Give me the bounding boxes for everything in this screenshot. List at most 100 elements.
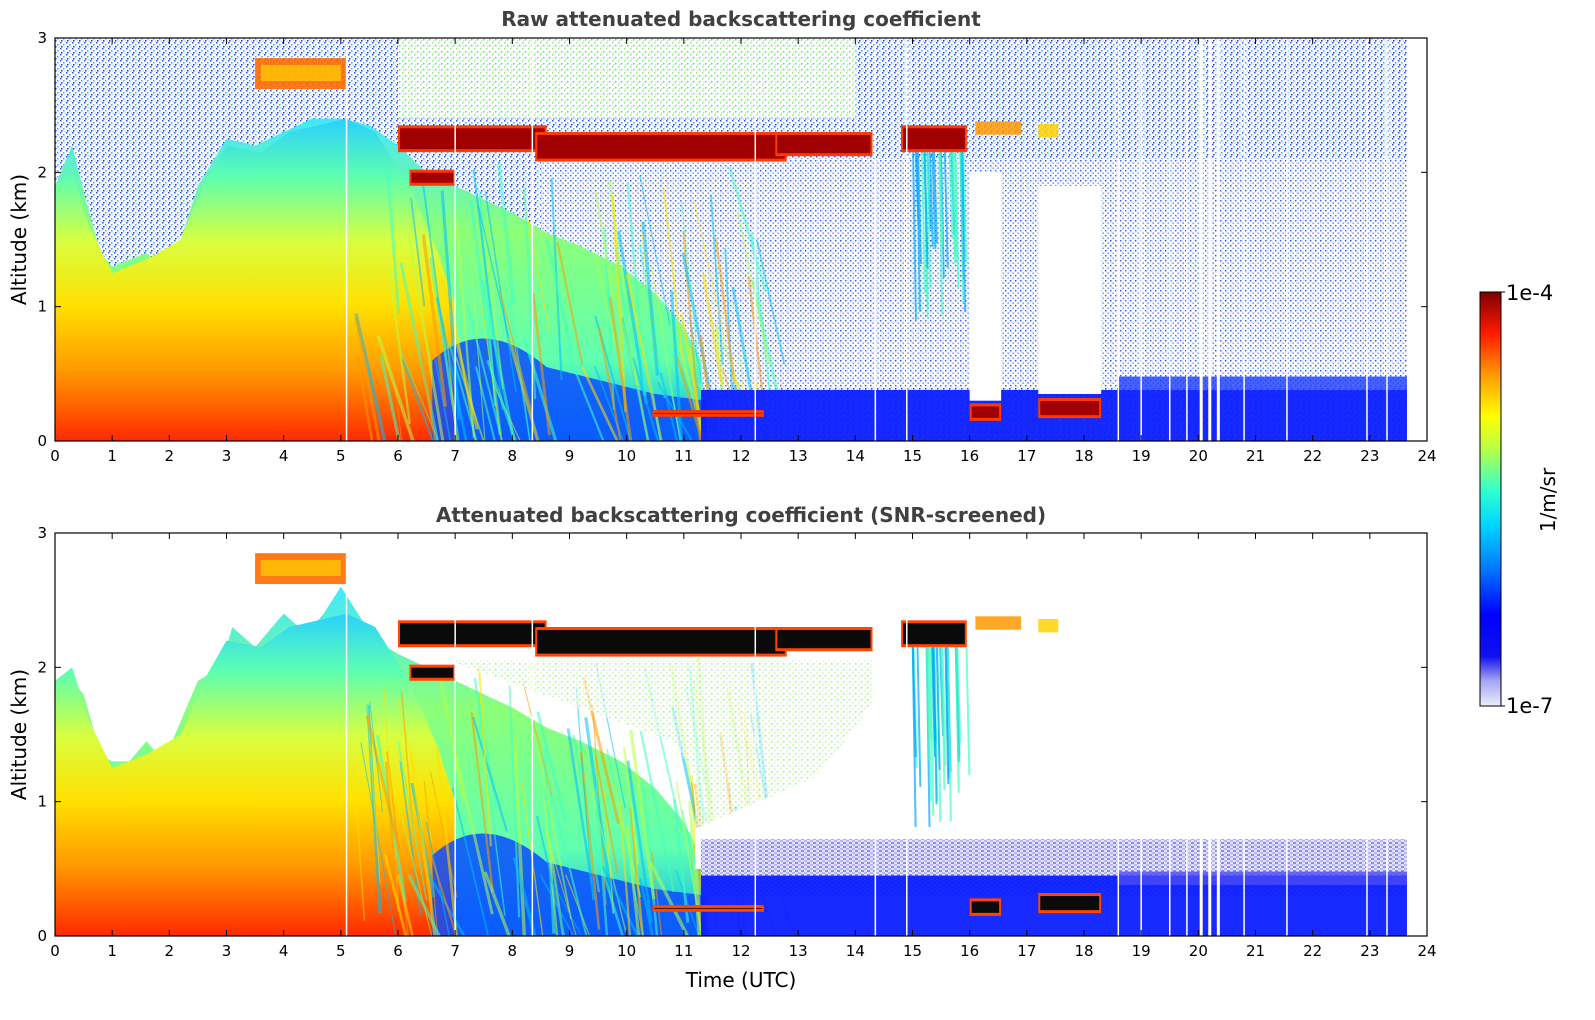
panel-1: Raw attenuated backscattering coefficien… [7,7,1437,465]
surface-layer-top [1118,871,1407,885]
cloud-fragment [411,667,454,678]
fall-streak [642,335,662,441]
fall-streak [455,219,476,438]
fall-streak [531,292,551,436]
fall-streak [626,182,647,396]
fall-streak [672,798,690,923]
fall-streak [354,316,381,441]
fall-streak [470,711,494,892]
heatmap-1 [55,38,1427,441]
fall-streak [632,357,659,441]
fall-streak [556,241,584,366]
fall-streak [473,677,499,813]
high-aerosol-core [260,64,341,81]
fall-streak [928,152,934,248]
screened-empty-sky [878,533,1416,836]
fall-streak [921,152,926,293]
fall-streak [954,152,960,289]
fall-streak [959,152,965,303]
fall-streak [638,878,654,936]
y-tick-label: 1 [37,298,47,316]
x-tick-label: 0 [50,942,60,960]
fall-streak [472,716,508,832]
fall-streak [366,703,381,885]
fall-streak [693,199,725,338]
cloud-fragment [411,172,454,183]
y-tick-label: 0 [37,432,47,450]
fall-streak [575,686,594,901]
x-tick-label: 20 [1189,447,1208,465]
cloud-layer [400,128,545,150]
fall-streak [917,152,922,265]
x-tick-label: 14 [846,942,865,960]
fall-streak [932,647,938,805]
x-tick-label: 6 [393,447,403,465]
x-tick-label: 21 [1246,942,1265,960]
fall-streak [594,755,619,874]
fall-streak [545,239,573,352]
fall-streak [497,162,516,304]
low-cloud [971,901,1000,913]
cloud-fragment [1038,618,1059,633]
x-tick-label: 18 [1074,447,1093,465]
fall-streak [454,753,494,915]
fall-streak [435,296,468,441]
fall-streak [943,152,949,268]
fall-streak [565,349,605,441]
x-tick-label: 3 [222,447,232,465]
x-tick-label: 17 [1017,942,1036,960]
fall-streak [480,279,516,441]
fall-streak [923,152,929,269]
fall-streak [452,308,477,441]
fall-streak [387,267,412,424]
colorbar: 1e-4 1e-7 1/m/sr [1479,281,1560,718]
x-tick-label: 23 [1360,942,1379,960]
fall-streak [662,188,684,361]
boundary-layer-aerosol [55,613,456,936]
fall-streak [512,736,527,936]
signal-gap [1038,185,1102,394]
fall-streak [679,313,706,441]
y-tick-label: 2 [37,163,47,181]
fall-streak [954,647,960,793]
colorbar-max-label: 1e-4 [1506,281,1553,305]
x-tick-label: 19 [1132,942,1151,960]
fall-streak [597,327,622,440]
fall-streak [929,647,935,816]
low-cloud [1040,401,1100,416]
x-tick-label: 7 [450,447,460,465]
fall-streak [407,874,441,936]
x-tick-label: 6 [393,942,403,960]
fall-streak [421,234,448,407]
fall-streak [566,728,596,901]
fall-streak [585,817,624,936]
x-tick-label: 22 [1303,447,1322,465]
cloud-fragment [975,616,1022,630]
fall-streak [376,335,415,441]
x-tick-label: 14 [846,447,865,465]
x-tick-label: 21 [1246,447,1265,465]
fall-streak [965,647,971,776]
fall-streak [945,647,950,779]
fall-streak [659,372,678,441]
y-tick-label: 3 [37,29,47,47]
fall-streak [962,152,968,263]
x-tick-label: 13 [789,447,808,465]
x-tick-label: 20 [1189,942,1208,960]
fall-streak [914,152,920,226]
x-tick-label: 1 [107,447,117,465]
x-tick-label: 8 [508,942,518,960]
fall-streak [397,742,428,901]
x-tick-label: 13 [789,942,808,960]
fall-streak [641,221,660,376]
fall-streak [755,239,786,365]
fall-streak [543,801,559,936]
fall-streak [396,798,433,936]
fall-streak [508,685,521,918]
fall-streak [429,771,458,899]
cloud-fragment [1038,123,1059,138]
fall-streak [565,874,591,936]
fall-streak [406,232,445,441]
fall-streak [551,881,583,936]
